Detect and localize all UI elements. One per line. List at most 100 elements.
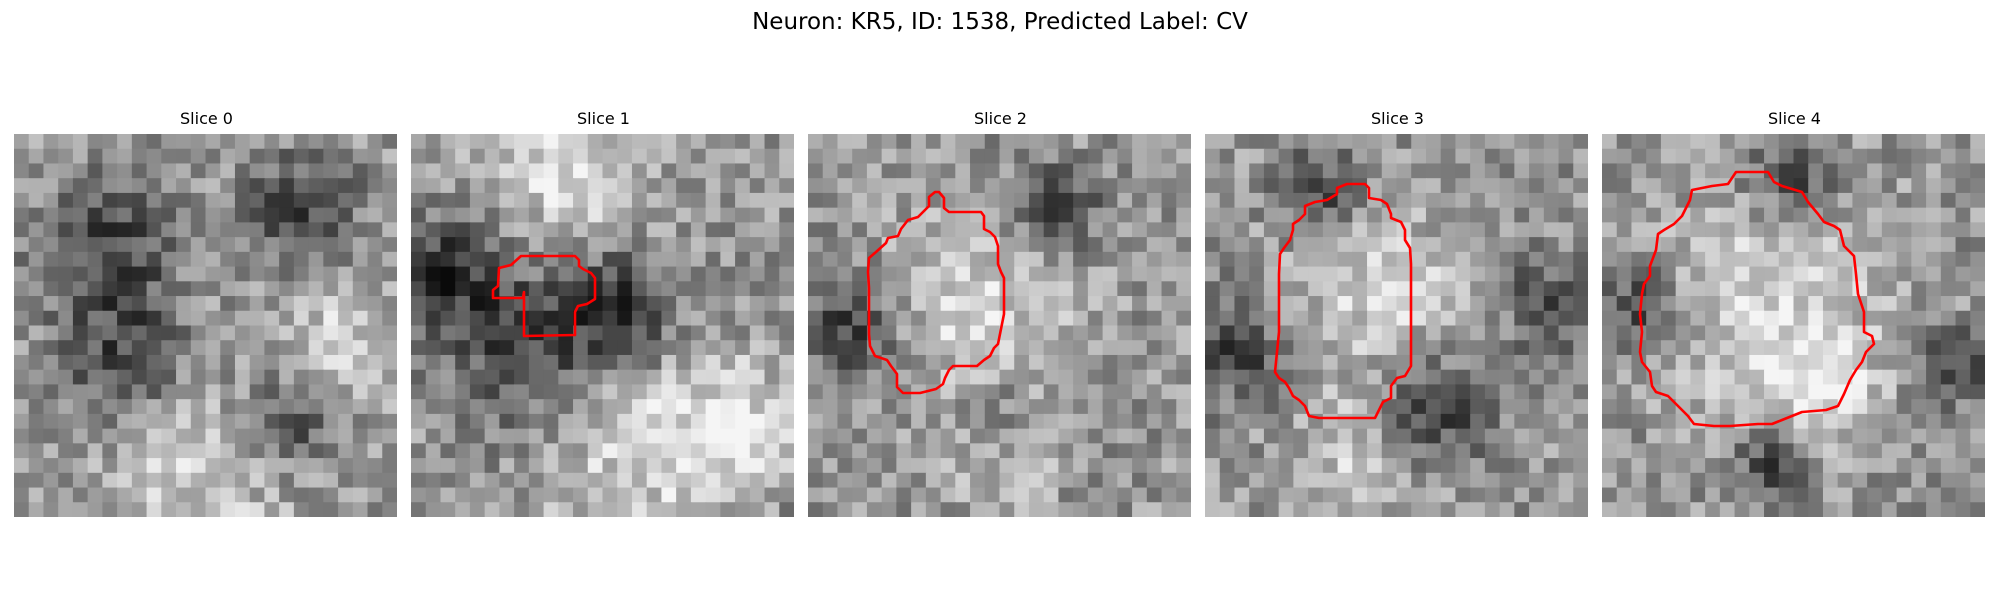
- pixel-cell: [1234, 487, 1250, 503]
- pixel-cell: [1543, 325, 1560, 341]
- pixel-cell: [205, 458, 221, 474]
- pixel-cell: [1852, 251, 1868, 268]
- pixel-cell: [1455, 222, 1471, 238]
- pixel-cell: [1602, 222, 1618, 238]
- pixel-cell: [1249, 281, 1265, 297]
- pixel-cell: [382, 502, 397, 517]
- pixel-cell: [1043, 310, 1060, 327]
- pixel-cell: [205, 222, 221, 238]
- pixel-cell: [1234, 207, 1250, 223]
- pixel-cell: [1263, 399, 1280, 415]
- pixel-cell: [308, 443, 324, 459]
- pixel-cell: [1146, 281, 1163, 297]
- pixel-cell: [749, 487, 766, 503]
- pixel-cell: [1381, 413, 1398, 430]
- pixel-cell: [999, 413, 1015, 430]
- pixel-cell: [220, 502, 236, 517]
- pixel-cell: [1705, 502, 1721, 517]
- slice-title: Slice 2: [974, 109, 1027, 128]
- pixel-cell: [117, 369, 133, 386]
- pixel-cell: [1705, 148, 1721, 165]
- pixel-cell: [1411, 384, 1427, 400]
- pixel-cell: [676, 458, 692, 474]
- pixel-cell: [1102, 502, 1118, 517]
- pixel-cell: [1205, 237, 1221, 253]
- pixel-cell: [1558, 207, 1574, 223]
- pixel-cell: [1367, 443, 1383, 459]
- pixel-cell: [1822, 340, 1839, 356]
- pixel-cell: [1690, 207, 1706, 223]
- pixel-cell: [87, 428, 103, 444]
- pixel-cell: [117, 443, 133, 459]
- pixel-cell: [1602, 472, 1618, 489]
- pixel-cell: [205, 237, 221, 253]
- pixel-cell: [1970, 325, 1985, 341]
- pixel-cell: [102, 178, 118, 194]
- pixel-cell: [866, 207, 883, 223]
- pixel-cell: [455, 413, 471, 430]
- pixel-cell: [1514, 354, 1530, 371]
- pixel-cell: [14, 369, 30, 386]
- pixel-cell: [1337, 237, 1353, 253]
- pixel-cell: [617, 134, 633, 150]
- pixel-cell: [249, 487, 266, 503]
- pixel-cell: [87, 384, 103, 400]
- pixel-cell: [690, 369, 707, 386]
- pixel-cell: [190, 354, 207, 371]
- pixel-cell: [1161, 502, 1177, 517]
- pixel-cell: [1529, 487, 1545, 503]
- pixel-cell: [1132, 178, 1148, 194]
- pixel-cell: [1411, 281, 1427, 297]
- pixel-cell: [1573, 222, 1588, 238]
- pixel-cell: [1646, 325, 1662, 341]
- pixel-cell: [1367, 487, 1383, 503]
- pixel-cell: [587, 428, 604, 444]
- pixel-cell: [1852, 163, 1868, 179]
- pixel-cell: [1102, 148, 1118, 165]
- pixel-cell: [1764, 502, 1780, 517]
- pixel-cell: [293, 487, 310, 503]
- pixel-cell: [1470, 310, 1486, 327]
- pixel-cell: [1322, 369, 1339, 386]
- pixel-cell: [469, 399, 486, 415]
- pixel-cell: [352, 354, 369, 371]
- pixel-cell: [469, 192, 486, 209]
- pixel-cell: [1690, 325, 1706, 341]
- pixel-cell: [1087, 192, 1104, 209]
- pixel-cell: [999, 384, 1015, 400]
- pixel-cell: [1719, 192, 1736, 209]
- pixel-cell: [1425, 487, 1442, 503]
- pixel-cell: [264, 148, 280, 165]
- pixel-cell: [131, 266, 148, 282]
- pixel-cell: [43, 384, 59, 400]
- pixel-cell: [1028, 222, 1045, 238]
- pixel-cell: [1058, 428, 1074, 444]
- pixel-cell: [1852, 487, 1868, 503]
- pixel-cell: [631, 296, 648, 312]
- pixel-cell: [1176, 251, 1191, 268]
- segmentation-contour: [1638, 170, 1876, 428]
- pixel-cell: [955, 237, 971, 253]
- pixel-cell: [279, 399, 295, 415]
- pixel-cell: [690, 134, 707, 150]
- pixel-cell: [1558, 163, 1574, 179]
- pixel-cell: [808, 443, 824, 459]
- pixel-cell: [528, 237, 545, 253]
- pixel-cell: [234, 163, 251, 179]
- pixel-cell: [234, 340, 251, 356]
- pixel-cell: [1690, 310, 1706, 327]
- pixel-cell: [1396, 178, 1412, 194]
- pixel-cell: [131, 458, 148, 474]
- pixel-cell: [1558, 237, 1574, 253]
- pixel-cell: [1263, 384, 1280, 400]
- pixel-cell: [205, 281, 221, 297]
- pixel-cell: [1352, 325, 1368, 341]
- pixel-cell: [749, 413, 766, 430]
- pixel-cell: [455, 340, 471, 356]
- pixel-cell: [1529, 237, 1545, 253]
- pixel-cell: [308, 163, 324, 179]
- pixel-cell: [1234, 266, 1250, 282]
- pixel-cell: [1425, 266, 1442, 282]
- pixel-cell: [1911, 192, 1927, 209]
- pixel-cell: [1058, 354, 1074, 371]
